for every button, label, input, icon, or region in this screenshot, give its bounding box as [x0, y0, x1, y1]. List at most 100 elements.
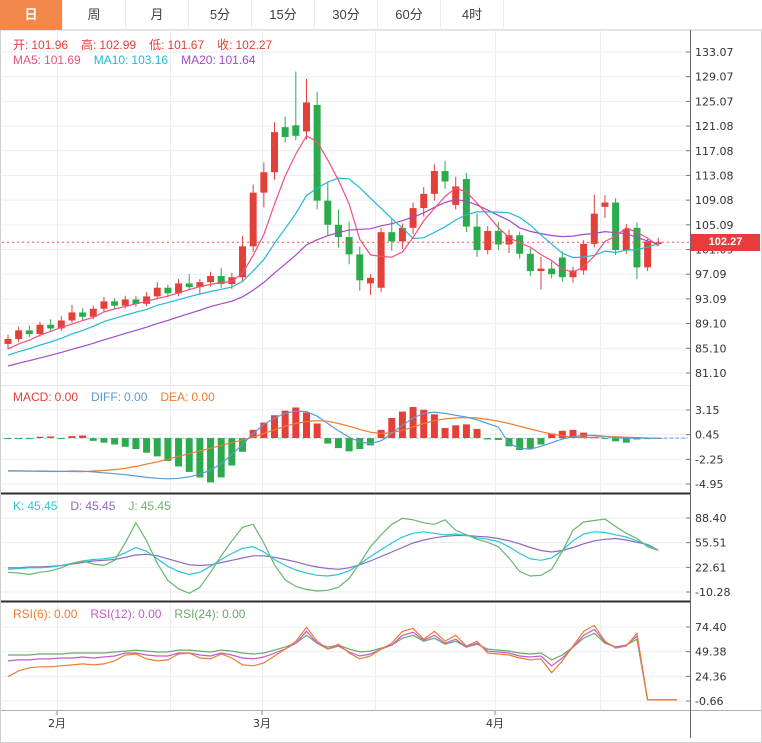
macd-histogram-bar	[526, 438, 534, 449]
ma20-readout: MA20: 101.64	[181, 53, 256, 67]
macd-axis-label: 3.15	[695, 404, 720, 417]
macd-histogram-bar	[47, 436, 55, 439]
macd-histogram-bar	[366, 438, 374, 446]
macd-readout: MACD: 0.00	[13, 390, 79, 404]
macd-histogram-bar	[4, 438, 12, 440]
macd-histogram-bar	[452, 425, 460, 439]
macd-histogram-bar	[537, 438, 545, 445]
macd-histogram-bar	[175, 438, 183, 467]
price-axis-label: 97.09	[695, 268, 727, 281]
macd-histogram-bar	[260, 422, 268, 439]
macd-axis-label: -2.25	[695, 453, 723, 466]
candle-body	[356, 254, 364, 281]
candle-body	[324, 200, 332, 225]
diff-readout: DIFF: 0.00	[91, 390, 148, 404]
ma5-readout: MA5: 101.69	[13, 53, 81, 67]
candle-body	[207, 276, 215, 283]
x-axis-label: 2月	[48, 717, 66, 730]
macd-histogram-bar	[68, 436, 76, 439]
price-axis-label: 85.10	[695, 342, 727, 355]
candle-body	[164, 287, 172, 294]
macd-histogram-bar	[132, 438, 140, 450]
candle-body	[249, 192, 257, 247]
period-tabbar: 日周月 5分 15分 30分 60分 4时	[0, 0, 762, 30]
macd-histogram-bar	[185, 438, 193, 472]
x-axis-label: 4月	[486, 717, 504, 730]
candle-body	[292, 125, 300, 136]
tab-period-4[interactable]: 15分	[252, 0, 315, 30]
macd-histogram-bar	[601, 438, 609, 440]
macd-histogram-bar	[302, 412, 310, 439]
tab-period-7[interactable]: 4时	[441, 0, 504, 30]
tab-period-1[interactable]: 周	[63, 0, 126, 30]
candle-body	[516, 235, 524, 254]
last-price-badge: 102.27	[691, 233, 760, 251]
diff-line	[8, 410, 659, 480]
candle-body	[430, 171, 438, 194]
price-axis-label: 117.08	[695, 145, 734, 158]
candle-body	[239, 246, 247, 278]
candle-body	[452, 186, 460, 205]
macd-histogram-bar	[484, 438, 492, 440]
tab-period-2[interactable]: 月	[126, 0, 189, 30]
candle-body	[537, 268, 545, 272]
ohlc-legend: 开: 101.96 高: 102.99 低: 101.67 收: 102.27	[13, 36, 285, 53]
macd-histogram-bar	[228, 438, 236, 466]
macd-histogram-bar	[292, 407, 300, 439]
candle-body	[15, 330, 23, 339]
candle-body	[4, 338, 12, 344]
candle-body	[185, 283, 193, 288]
macd-histogram-bar	[271, 415, 278, 439]
price-axis-label: 121.08	[695, 120, 734, 133]
macd-histogram-bar	[334, 438, 342, 449]
macd-histogram-bar	[313, 423, 321, 439]
candle-body	[526, 253, 534, 272]
tab-period-3[interactable]: 5分	[189, 0, 252, 30]
k-readout: K: 45.45	[13, 499, 58, 513]
ma20-line	[7, 198, 659, 367]
macd-histogram-bar	[15, 438, 23, 440]
macd-histogram-bar	[217, 438, 225, 478]
candle-body	[473, 226, 481, 251]
tab-period-0[interactable]: 日	[0, 0, 63, 30]
macd-histogram-bar	[164, 438, 172, 461]
macd-histogram-bar	[505, 438, 513, 447]
tab-period-5[interactable]: 30分	[315, 0, 378, 30]
macd-axis-label: 0.45	[695, 429, 720, 442]
macd-histogram-bar	[79, 435, 87, 439]
kdj-legend: K: 45.45 D: 45.45 J: 45.45	[13, 499, 184, 513]
candle-body	[345, 237, 353, 255]
price-axis-label: 125.07	[695, 95, 734, 108]
candle-body	[462, 179, 470, 227]
price-axis-label: 133.07	[695, 46, 734, 59]
macd-histogram-bar	[153, 438, 161, 457]
macd-histogram-bar	[57, 438, 65, 440]
kdj-axis-label: 88.40	[695, 512, 727, 525]
macd-histogram-bar	[494, 438, 502, 440]
candle-body	[409, 208, 417, 228]
high-readout: 高: 102.99	[81, 38, 137, 52]
candle-body	[36, 324, 44, 335]
candle-body	[644, 241, 652, 268]
candle-body	[111, 301, 119, 306]
candle-body	[100, 301, 108, 309]
ma10-readout: MA10: 103.16	[93, 53, 169, 67]
rsi-legend: RSI(6): 0.00 RSI(12): 0.00 RSI(24): 0.00	[13, 607, 258, 621]
dea-readout: DEA: 0.00	[160, 390, 215, 404]
price-axis-label: 93.09	[695, 293, 727, 306]
macd-histogram-bar	[548, 433, 556, 439]
dea-line	[8, 416, 659, 473]
macd-histogram-bar	[100, 438, 108, 443]
candle-body	[121, 299, 129, 306]
kdj-d-line	[8, 534, 659, 570]
macd-histogram-bar	[441, 428, 449, 439]
macd-histogram-bar	[473, 428, 481, 439]
rsi6-line	[7, 624, 677, 701]
candle-body	[57, 320, 65, 329]
candle-body	[633, 227, 641, 268]
tab-period-6[interactable]: 60分	[378, 0, 441, 30]
price-axis-label: 109.08	[695, 194, 734, 207]
candle-body	[654, 242, 662, 245]
rsi6-readout: RSI(6): 0.00	[13, 607, 78, 621]
